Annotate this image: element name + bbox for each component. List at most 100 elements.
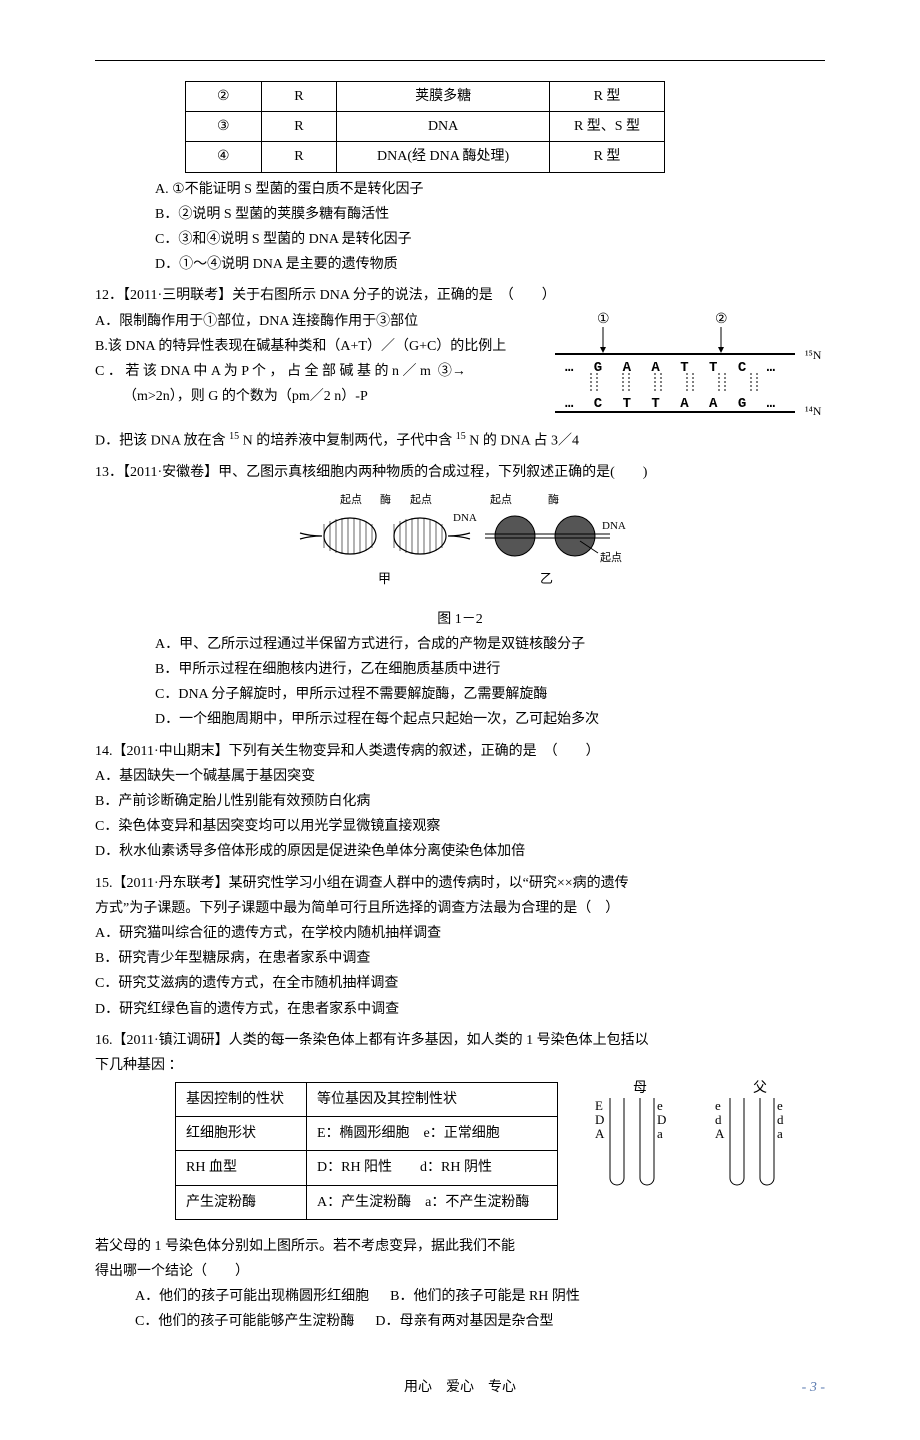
svg-text:起点: 起点 bbox=[600, 551, 622, 564]
t1-r1-c4: R 型 bbox=[550, 82, 665, 112]
t2-r2a: RH 血型 bbox=[176, 1151, 307, 1185]
t1-r3-c4: R 型 bbox=[550, 142, 665, 172]
q13-opt-c: C．DNA 分子解旋时，甲所示过程不需要解旋酶，乙需要解旋酶 bbox=[95, 682, 825, 707]
q16-opts-row2: C．他们的孩子可能能够产生淀粉酶 D．母亲有两对基因是杂合型 bbox=[95, 1309, 825, 1334]
t2-r1b: E：椭圆形细胞 e：正常细胞 bbox=[307, 1117, 558, 1151]
svg-text:起点: 起点 bbox=[410, 493, 432, 506]
q12-c-prefix: C ． 若 该 DNA 中 A 为 P 个 ， 占 全 部 碱 基 的 n ／ … bbox=[95, 364, 431, 379]
q11-opt-b: B．②说明 S 型菌的荚膜多糖有酶活性 bbox=[95, 202, 825, 227]
t2-h2: 等位基因及其控制性状 bbox=[307, 1083, 558, 1117]
t1-r1-c1: ② bbox=[186, 82, 262, 112]
svg-text:D: D bbox=[657, 1112, 666, 1127]
chromosome-diagram: 母 父 EDA eDa edA eda bbox=[585, 1078, 825, 1207]
q13-opt-a: A．甲、乙所示过程通过半保留方式进行，合成的产物是双链核酸分子 bbox=[95, 632, 825, 657]
q11-opt-a: A. ①不能证明 S 型菌的蛋白质不是转化因子 bbox=[95, 177, 825, 202]
svg-text:母: 母 bbox=[633, 1081, 647, 1096]
q14-opt-a: A．基因缺失一个碱基属于基因突变 bbox=[95, 764, 825, 789]
page-footer: 用心 爱心 专心 - 3 - bbox=[95, 1375, 825, 1400]
t1-r1-c3: 荚膜多糖 bbox=[337, 82, 550, 112]
t2-r3b: A：产生淀粉酶 a：不产生淀粉酶 bbox=[307, 1185, 558, 1219]
page-number: - 3 - bbox=[802, 1375, 825, 1400]
svg-text:甲: 甲 bbox=[378, 571, 391, 586]
svg-text:d: d bbox=[777, 1112, 784, 1127]
svg-text:e: e bbox=[657, 1098, 663, 1113]
q16-opt-d: D．母亲有两对基因是杂合型 bbox=[375, 1314, 553, 1329]
svg-text:起点: 起点 bbox=[490, 493, 512, 506]
svg-text:DNA: DNA bbox=[453, 512, 477, 524]
q13-opt-d: D．一个细胞周期中，甲所示过程在每个起点只起始一次，乙可起始多次 bbox=[95, 707, 825, 732]
q16-post1: 若父母的 1 号染色体分别如上图所示。若不考虑变异，据此我们不能 bbox=[95, 1234, 825, 1259]
svg-text:… C T T A A G …: … C T T A A G … bbox=[565, 396, 781, 412]
q12-d-sup2: 15 bbox=[456, 431, 466, 442]
q11-opt-d: D．①～④说明 DNA 是主要的遗传物质 bbox=[95, 252, 825, 277]
q13-caption: 图 1－2 bbox=[95, 607, 825, 632]
q16-stem1: 16.【2011·镇江调研】人类的每一条染色体上都有许多基因，如人类的 1 号染… bbox=[95, 1028, 825, 1053]
svg-text:¹⁴N: ¹⁴N bbox=[805, 404, 822, 418]
q16-opts-row1: A．他们的孩子可能出现椭圆形红细胞 B．他们的孩子可能是 RH 阴性 bbox=[95, 1284, 825, 1309]
svg-text:e: e bbox=[715, 1098, 721, 1113]
svg-text:父: 父 bbox=[753, 1081, 767, 1096]
t1-r2-c3: DNA bbox=[337, 112, 550, 142]
q12-stem: 12．【2011·三明联考】关于右图所示 DNA 分子的说法，正确的是 （ ） bbox=[95, 283, 825, 308]
q15-stem1: 15.【2011·丹东联考】某研究性学习小组在调查人群中的遗传病时，以“研究××… bbox=[95, 871, 825, 896]
t1-r2-c1: ③ bbox=[186, 112, 262, 142]
q12-opt-c1: C ． 若 该 DNA 中 A 为 P 个 ， 占 全 部 碱 基 的 n ／ … bbox=[95, 359, 535, 384]
t1-r3-c2: R bbox=[261, 142, 337, 172]
t1-r3-c1: ④ bbox=[186, 142, 262, 172]
svg-text:②: ② bbox=[715, 312, 728, 327]
t1-r2-c2: R bbox=[261, 112, 337, 142]
dna-diagram: ① ② … G A A T T C … ¹⁵N … C T T A A G … bbox=[545, 309, 825, 428]
q15-opt-d: D．研究红绿色盲的遗传方式，在患者家系中调查 bbox=[95, 997, 825, 1022]
t1-r2-c4: R 型、S 型 bbox=[550, 112, 665, 142]
svg-text:乙: 乙 bbox=[540, 571, 553, 586]
q15-opt-c: C．研究艾滋病的遗传方式，在全市随机抽样调查 bbox=[95, 971, 825, 996]
q14-opt-c: C．染色体变异和基因突变均可以用光学显微镜直接观察 bbox=[95, 814, 825, 839]
q15-opt-b: B．研究青少年型糖尿病，在患者家系中调查 bbox=[95, 946, 825, 971]
svg-text:D: D bbox=[595, 1112, 604, 1127]
svg-text:¹⁵N: ¹⁵N bbox=[805, 348, 822, 362]
q11-table: ② R 荚膜多糖 R 型 ③ R DNA R 型、S 型 ④ R DNA(经 D… bbox=[185, 81, 665, 173]
svg-text:d: d bbox=[715, 1112, 722, 1127]
chromosome-svg-icon: 母 父 EDA eDa edA eda bbox=[585, 1078, 825, 1198]
q12-d-sup1: 15 bbox=[229, 431, 239, 442]
t2-r2b: D：RH 阳性 d：RH 阴性 bbox=[307, 1151, 558, 1185]
top-rule bbox=[95, 60, 825, 61]
q12-opt-a: A．限制酶作用于①部位，DNA 连接酶作用于③部位 bbox=[95, 309, 535, 334]
q16-opt-c: C．他们的孩子可能能够产生淀粉酶 bbox=[135, 1314, 354, 1329]
q14-opt-b: B．产前诊断确定胎儿性别能有效预防白化病 bbox=[95, 789, 825, 814]
q12-opt-b: B.该 DNA 的特异性表现在碱基种类和（A+T）／（G+C）的比例上 bbox=[95, 334, 535, 359]
t2-r1a: 红细胞形状 bbox=[176, 1117, 307, 1151]
q12-d-mid: N 的培养液中复制两代，子代中含 bbox=[239, 433, 456, 448]
svg-text:起点: 起点 bbox=[340, 493, 362, 506]
q15-opt-a: A．研究猫叫综合征的遗传方式，在学校内随机抽样调查 bbox=[95, 921, 825, 946]
q16-stem2: 下几种基因 ： bbox=[95, 1053, 825, 1078]
q13-stem: 13．【2011·安徽卷】甲、乙图示真核细胞内两种物质的合成过程，下列叙述正确的… bbox=[95, 460, 825, 485]
q11-opt-c: C．③和④说明 S 型菌的 DNA 是转化因子 bbox=[95, 227, 825, 252]
svg-text:①: ① bbox=[597, 312, 610, 327]
svg-text:a: a bbox=[777, 1126, 783, 1141]
svg-text:A: A bbox=[595, 1126, 605, 1141]
dna-svg-icon: ① ② … G A A T T C … ¹⁵N … C T T A A G … bbox=[545, 309, 825, 419]
svg-text:e: e bbox=[777, 1098, 783, 1113]
q13-opt-b: B．甲所示过程在细胞核内进行，乙在细胞质基质中进行 bbox=[95, 657, 825, 682]
svg-text:A: A bbox=[715, 1126, 725, 1141]
q12-opt-c2: （m>2n），则 G 的个数为（pm／2 n）-P bbox=[95, 384, 535, 409]
q12-c-circle: ③→ bbox=[438, 364, 466, 379]
t1-r3-c3: DNA(经 DNA 酶处理) bbox=[337, 142, 550, 172]
q12-opt-d: D．把该 DNA 放在含 15 N 的培养液中复制两代，子代中含 15 N 的 … bbox=[95, 428, 825, 454]
q15-stem2: 方式”为子课题。下列子课题中最为简单可行且所选择的调查方法最为合理的是（ ） bbox=[95, 896, 825, 921]
q14-opt-d: D．秋水仙素诱导多倍体形成的原因是促进染色单体分离使染色体加倍 bbox=[95, 839, 825, 864]
q14-stem: 14.【2011·中山期末】下列有关生物变异和人类遗传病的叙述，正确的是 （ ） bbox=[95, 739, 825, 764]
svg-text:E: E bbox=[595, 1098, 603, 1113]
q16-post2: 得出哪一个结论（ ） bbox=[95, 1259, 825, 1284]
q12-d-post: N 的 DNA 占 3／4 bbox=[466, 433, 579, 448]
t2-r3a: 产生淀粉酶 bbox=[176, 1185, 307, 1219]
t1-r1-c2: R bbox=[261, 82, 337, 112]
svg-text:酶: 酶 bbox=[380, 493, 391, 506]
q16-table: 基因控制的性状 等位基因及其控制性状 红细胞形状 E：椭圆形细胞 e：正常细胞 … bbox=[175, 1082, 558, 1220]
footer-text: 用心 爱心 专心 bbox=[404, 1380, 516, 1395]
q12-d-pre: D．把该 DNA 放在含 bbox=[95, 433, 229, 448]
svg-text:酶: 酶 bbox=[548, 493, 559, 506]
t2-h1: 基因控制的性状 bbox=[176, 1083, 307, 1117]
svg-text:DNA: DNA bbox=[602, 520, 626, 532]
